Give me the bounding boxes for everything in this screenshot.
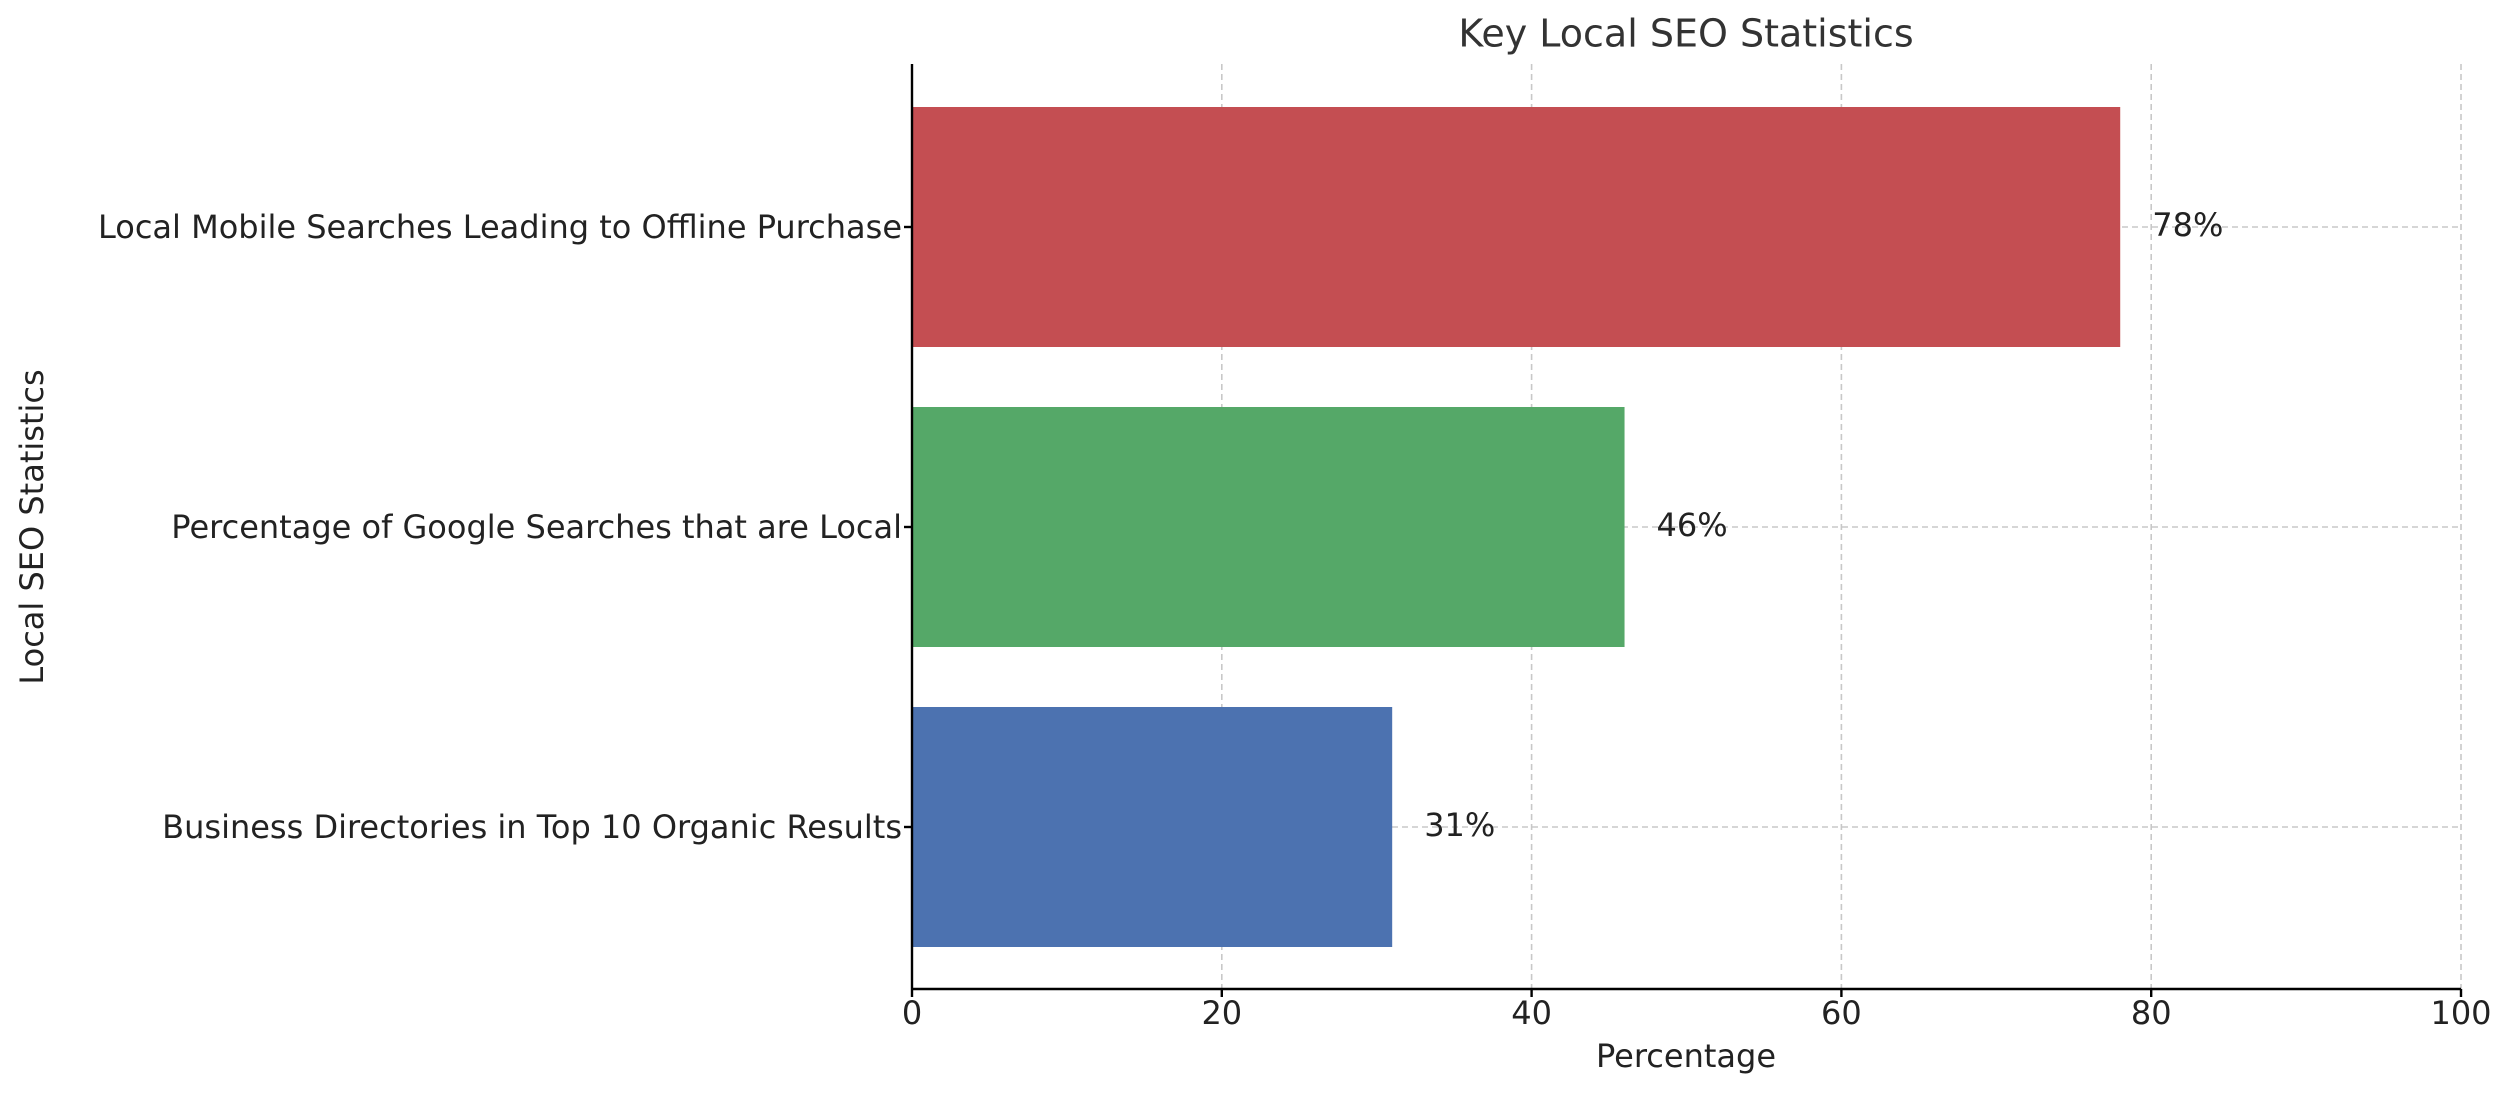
- value-label: 31%: [1424, 806, 1495, 844]
- x-tick-label: 60: [1821, 994, 1862, 1032]
- y-tick-label: Percentage of Google Searches that are L…: [171, 508, 902, 546]
- x-tick-label: 0: [902, 994, 922, 1032]
- x-tick-label: 20: [1201, 994, 1242, 1032]
- y-tick-label: Local Mobile Searches Leading to Offline…: [98, 208, 902, 246]
- bar: [912, 407, 1625, 647]
- x-tick-label: 80: [2131, 994, 2172, 1032]
- x-axis-label: Percentage: [1596, 1037, 1776, 1075]
- x-tick-label: 40: [1511, 994, 1552, 1032]
- bar: [912, 107, 2121, 347]
- y-tick-label: Business Directories in Top 10 Organic R…: [162, 808, 902, 846]
- bar: [912, 707, 1393, 947]
- value-label: 78%: [2152, 206, 2223, 244]
- value-label: 46%: [1657, 506, 1728, 544]
- chart-title: Key Local SEO Statistics: [1458, 12, 1913, 56]
- y-axis-label: Local SEO Statistics: [13, 369, 51, 684]
- x-tick-label: 100: [2430, 994, 2491, 1032]
